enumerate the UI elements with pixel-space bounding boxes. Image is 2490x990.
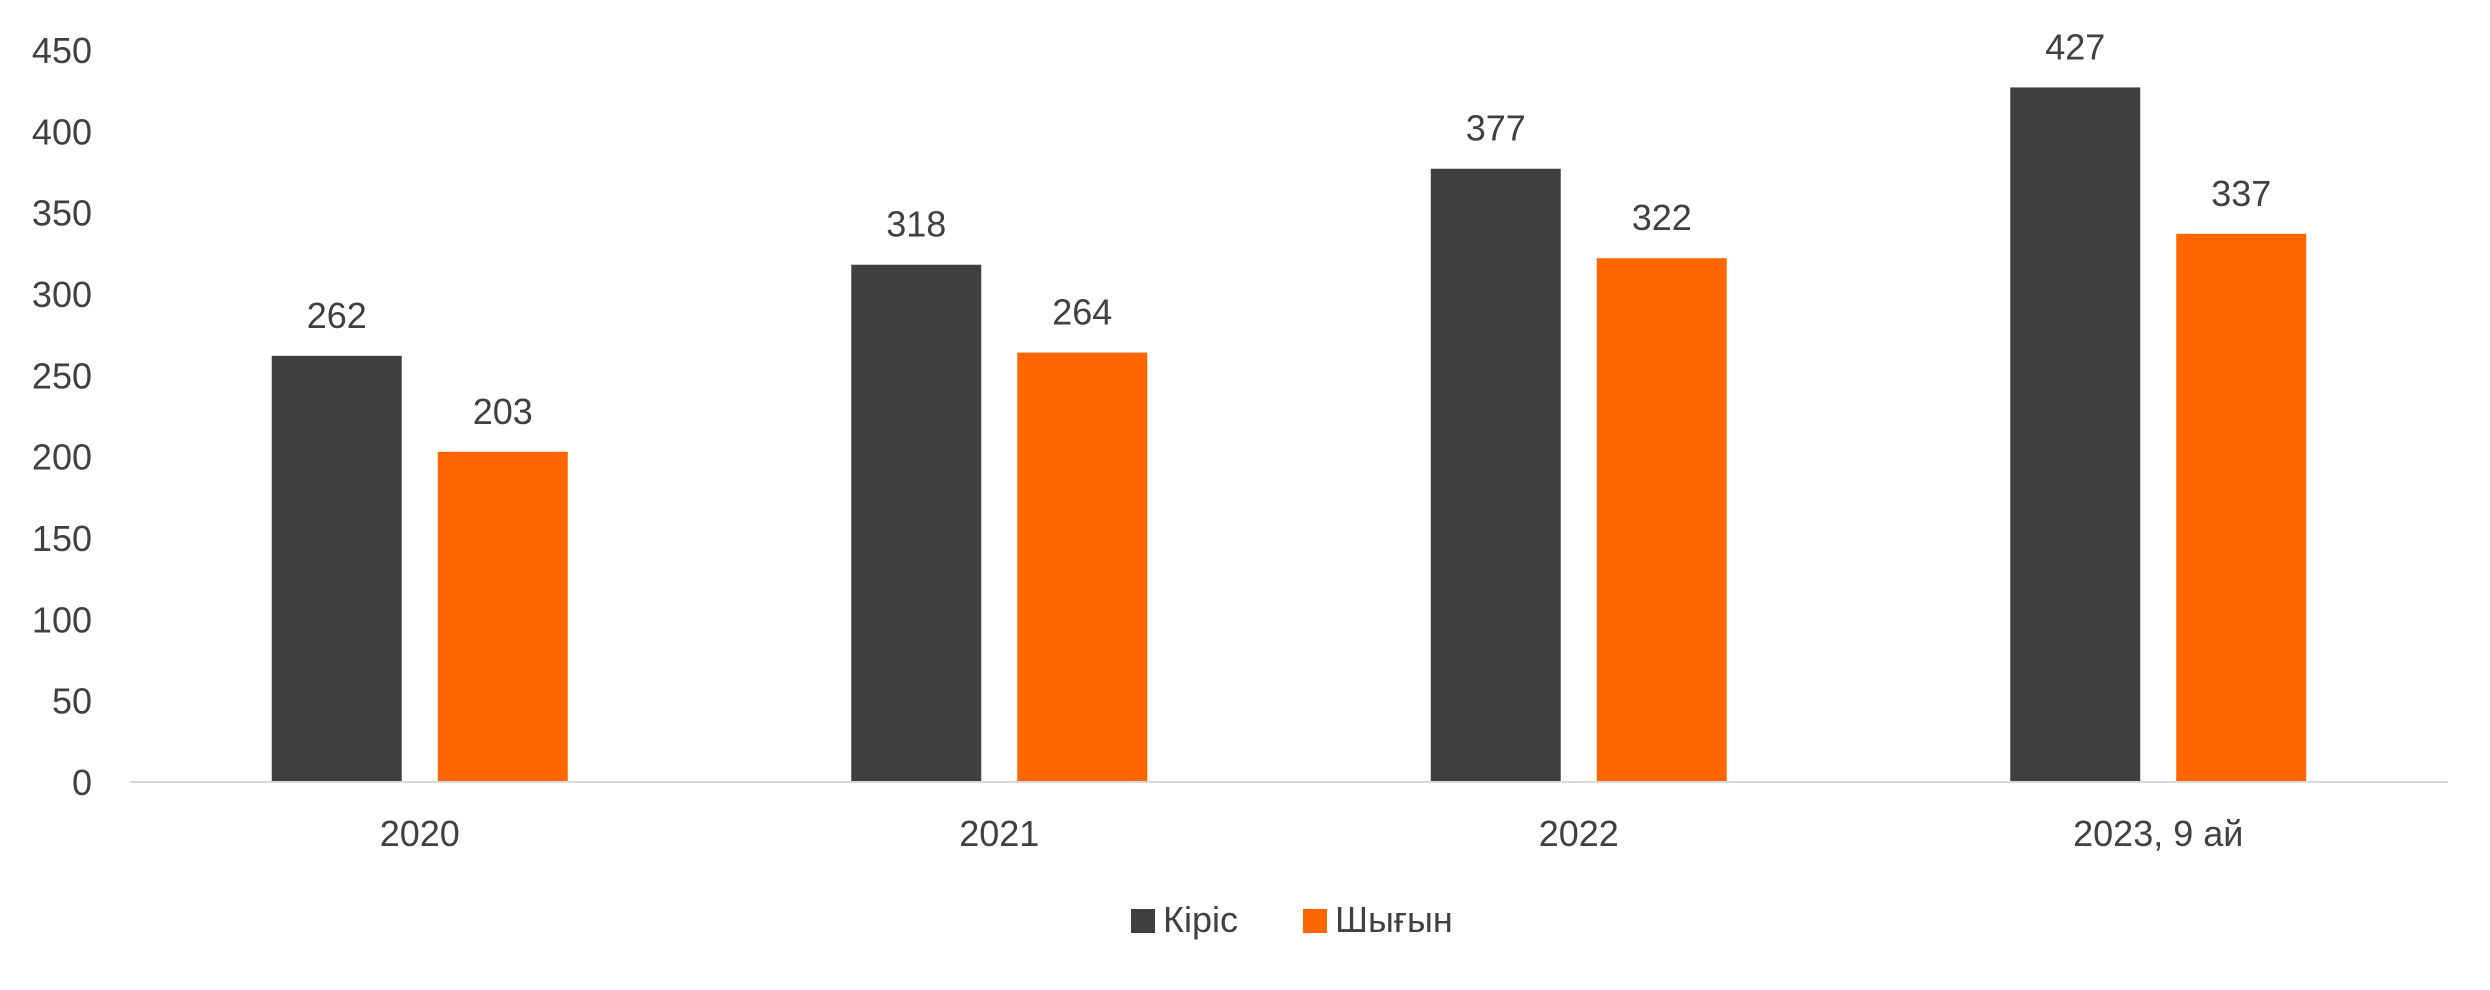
y-tick-label: 200 bbox=[32, 437, 92, 478]
bar-income bbox=[1430, 168, 1561, 782]
y-tick-label: 250 bbox=[32, 355, 92, 396]
y-tick-label: 300 bbox=[32, 274, 92, 315]
bar-expense bbox=[1596, 258, 1727, 782]
legend-label: Шығын bbox=[1335, 899, 1453, 940]
legend: Кіріс Шығын bbox=[1131, 899, 1453, 940]
data-label: 337 bbox=[2211, 173, 2271, 214]
legend-swatch bbox=[1131, 909, 1155, 933]
legend-label: Кіріс bbox=[1163, 899, 1238, 940]
x-tick-label: 2021 bbox=[959, 813, 1039, 854]
bar-income bbox=[2010, 87, 2141, 782]
bar-expense bbox=[437, 451, 568, 782]
y-axis: 0 50 100 150 200 250 300 350 400 450 bbox=[32, 30, 92, 803]
data-label: 203 bbox=[473, 391, 533, 432]
bar-expense bbox=[2176, 233, 2307, 782]
bar-expense bbox=[1017, 352, 1148, 782]
bar-income bbox=[271, 355, 402, 782]
y-tick-label: 150 bbox=[32, 518, 92, 559]
data-label: 318 bbox=[886, 204, 946, 245]
y-tick-label: 400 bbox=[32, 111, 92, 152]
legend-swatch bbox=[1303, 909, 1327, 933]
x-tick-label: 2020 bbox=[380, 813, 460, 854]
data-label: 264 bbox=[1052, 292, 1112, 333]
bar-income bbox=[851, 264, 982, 783]
y-tick-label: 50 bbox=[52, 681, 92, 722]
y-tick-label: 0 bbox=[72, 762, 92, 803]
data-label: 427 bbox=[2045, 26, 2105, 67]
bars bbox=[271, 87, 2307, 783]
y-tick-label: 100 bbox=[32, 599, 92, 640]
data-label: 322 bbox=[1632, 197, 1692, 238]
data-labels: 262 203 318 264 377 322 427 337 bbox=[307, 26, 2272, 431]
y-tick-label: 450 bbox=[32, 30, 92, 71]
data-label: 262 bbox=[307, 295, 367, 336]
x-axis: 2020 2021 2022 2023, 9 ай bbox=[380, 813, 2244, 854]
y-tick-label: 350 bbox=[32, 193, 92, 234]
data-label: 377 bbox=[1466, 108, 1526, 149]
x-tick-label: 2022 bbox=[1539, 813, 1619, 854]
x-tick-label: 2023, 9 ай bbox=[2073, 813, 2243, 854]
